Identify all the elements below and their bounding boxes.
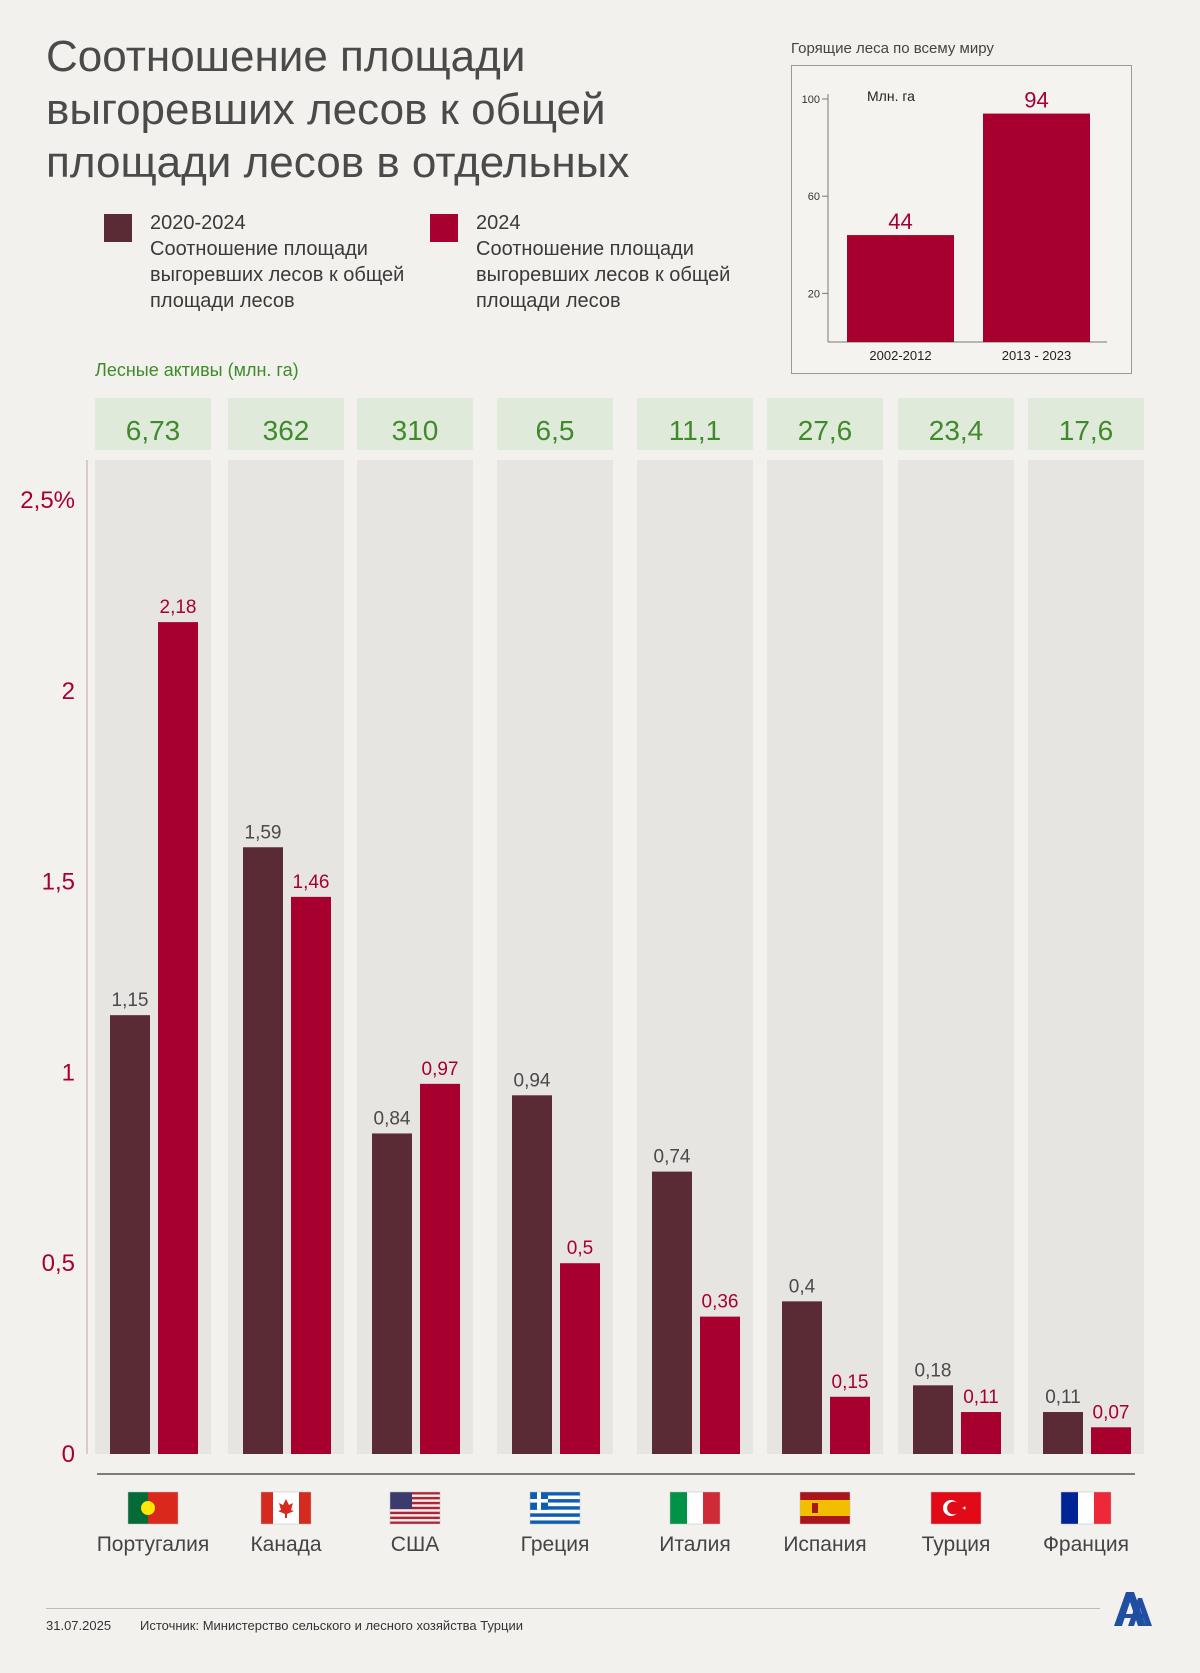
bar-value-label: 0,11 <box>963 1387 999 1408</box>
inset-chart-frame: 20 60 100 Млн. га 44 2002-2012 94 2013 - 2023 <box>791 65 1132 374</box>
bar-value-label: 1,15 <box>112 990 149 1011</box>
country-label: Канада <box>250 1533 321 1556</box>
forest-asset-value: 6,73 <box>126 415 181 446</box>
y-tick-label: 1,5 <box>42 869 75 896</box>
country-label: Португалия <box>97 1533 210 1556</box>
bar-value-label: 1,46 <box>293 872 330 893</box>
inset-category-label: 2013 - 2023 <box>1002 348 1071 363</box>
y-tick-label: 0,5 <box>42 1250 75 1277</box>
footer-divider <box>46 1608 1100 1609</box>
bar-2020-2024 <box>372 1133 412 1454</box>
forest-asset-box <box>637 398 753 450</box>
forest-asset-value: 6,5 <box>536 415 575 446</box>
y-tick-label: 2 <box>62 678 75 705</box>
inset-bar-value: 44 <box>888 209 912 234</box>
page-title: Соотношение площади выгоревших лесов к о… <box>46 32 630 187</box>
country-label: Италия <box>659 1533 731 1556</box>
country-label: Франция <box>1043 1533 1129 1556</box>
forest-asset-box <box>95 398 211 450</box>
country-label: Испания <box>783 1533 866 1556</box>
y-tick-label: 2,5% <box>20 487 75 514</box>
forest-asset-box <box>497 398 613 450</box>
inset-unit-label: Млн. га <box>867 88 915 104</box>
forest-asset-value: 362 <box>263 415 310 446</box>
bar-2024 <box>560 1263 600 1454</box>
bar-value-label: 0,97 <box>422 1059 459 1080</box>
country-label: Турция <box>922 1533 991 1556</box>
country-label: США <box>391 1533 439 1556</box>
inset-chart: 20 60 100 Млн. га 44 2002-2012 94 2013 - 2023 <box>802 88 1107 363</box>
bar-value-label: 0,5 <box>567 1238 593 1259</box>
bar-value-label: 0,74 <box>654 1147 691 1168</box>
inset-bar <box>983 113 1090 342</box>
bar-2024 <box>420 1083 460 1454</box>
forest-asset-value: 17,6 <box>1059 415 1114 446</box>
bar-2020-2024 <box>652 1171 692 1454</box>
forest-asset-box <box>767 398 883 450</box>
bar-2024 <box>1091 1427 1131 1454</box>
inset-category-label: 2002-2012 <box>869 348 931 363</box>
forest-asset-box <box>228 398 344 450</box>
bar-value-label: 0,11 <box>1045 1387 1081 1408</box>
forest-asset-value: 27,6 <box>798 415 853 446</box>
legend-text: Соотношение площади выгоревших лесов к о… <box>476 238 731 312</box>
forest-asset-value: 23,4 <box>929 415 984 446</box>
bar-2024 <box>158 622 198 1454</box>
inset-bar-value: 94 <box>1024 88 1048 113</box>
bar-value-label: 0,18 <box>915 1360 952 1381</box>
forest-asset-value: 11,1 <box>669 415 721 446</box>
inset-y-tick-label: 20 <box>808 288 820 300</box>
bar-2020-2024 <box>512 1095 552 1454</box>
inset-bar <box>847 235 954 342</box>
bar-value-label: 0,4 <box>789 1276 816 1297</box>
column-background <box>767 460 883 1454</box>
column-background <box>898 460 1014 1454</box>
bar-2024 <box>961 1412 1001 1454</box>
france-flag-icon <box>1060 1491 1112 1525</box>
italy-flag-icon <box>669 1491 721 1525</box>
bar-value-label: 0,94 <box>514 1070 551 1091</box>
bar-value-label: 2,18 <box>160 597 197 618</box>
bar-2024 <box>700 1316 740 1454</box>
legend-year: 2020-2024 <box>150 212 246 234</box>
forest-assets-label: Лесные активы (млн. га) <box>95 360 299 380</box>
bar-2020-2024 <box>782 1301 822 1454</box>
agency-logo-icon <box>1110 1586 1154 1635</box>
main-chart: 0 0,5 1 1,5 2 2,5% 6,73 1,15 2,18 Португалия 362 1,… <box>20 398 1144 1556</box>
bar-2024 <box>291 896 331 1454</box>
bar-value-label: 0,36 <box>702 1292 739 1313</box>
forest-asset-box <box>1028 398 1144 450</box>
spain-flag-icon <box>799 1491 851 1525</box>
y-tick-label: 1 <box>62 1059 75 1086</box>
footer-date: 31.07.2025 <box>46 1618 112 1633</box>
legend-swatch-2024 <box>430 214 458 242</box>
inset-title: Горящие леса по всему миру <box>791 40 994 57</box>
bar-value-label: 0,07 <box>1093 1402 1130 1423</box>
forest-asset-box <box>898 398 1014 450</box>
turkey-flag-icon <box>930 1491 982 1525</box>
canada-flag-icon <box>260 1491 312 1525</box>
country-label: Греция <box>521 1533 590 1556</box>
footer-source: Источник: Министерство сельского и лесно… <box>140 1618 524 1633</box>
inset-y-tick-label: 60 <box>808 191 820 203</box>
legend-text: Соотношение площади выгоревших лесов к о… <box>150 238 405 312</box>
bar-value-label: 0,15 <box>832 1372 869 1393</box>
bar-2020-2024 <box>243 847 283 1454</box>
bar-value-label: 0,84 <box>374 1108 411 1129</box>
usa-flag-icon <box>389 1491 441 1525</box>
forest-asset-value: 310 <box>392 415 439 446</box>
portugal-flag-icon <box>127 1491 179 1525</box>
bar-2020-2024 <box>913 1385 953 1454</box>
y-tick-label: 0 <box>62 1441 75 1468</box>
bar-2020-2024 <box>1043 1412 1083 1454</box>
column-background <box>1028 460 1144 1454</box>
legend-swatch-2020-2024 <box>104 214 132 242</box>
forest-asset-box <box>357 398 473 450</box>
legend-year: 2024 <box>476 212 521 234</box>
greece-flag-icon <box>529 1491 581 1525</box>
bar-value-label: 1,59 <box>245 822 282 843</box>
inset-y-tick-label: 100 <box>802 94 820 106</box>
bar-2020-2024 <box>110 1015 150 1454</box>
bar-2024 <box>830 1396 870 1454</box>
